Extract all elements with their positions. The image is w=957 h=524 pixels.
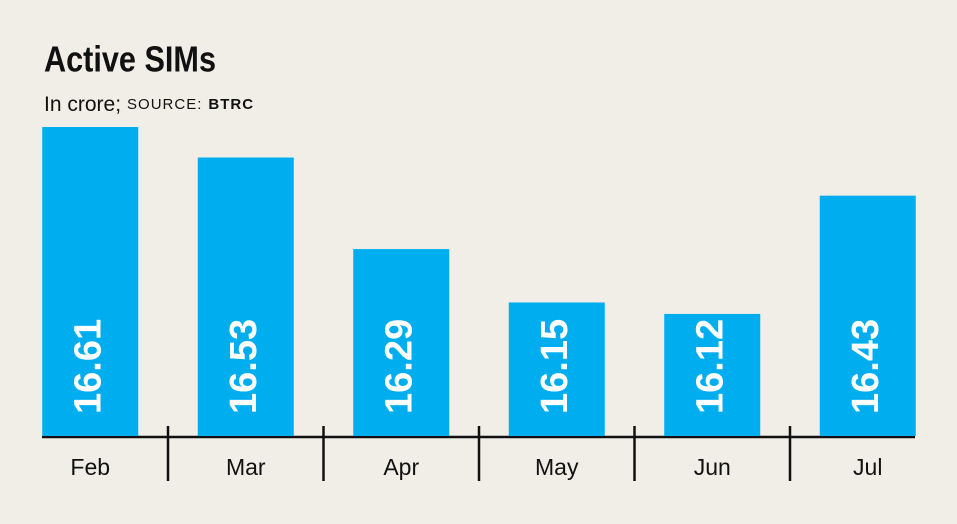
subtitle: In crore;	[44, 93, 121, 116]
subtitle-line: In crore; SOURCE: BTRC	[44, 93, 254, 116]
x-tick-label: May	[535, 454, 579, 480]
bar	[664, 313, 761, 436]
value-label: 16.43	[845, 319, 887, 414]
x-tick-label: Jul	[853, 454, 882, 480]
value-label: 16.12	[689, 319, 731, 414]
source-label: SOURCE:	[127, 96, 202, 113]
value-label: 16.53	[223, 319, 265, 414]
x-tick-label: Mar	[226, 454, 266, 480]
source: BTRC	[208, 96, 254, 113]
bar	[353, 249, 450, 436]
bar	[42, 127, 139, 436]
bar	[197, 157, 294, 436]
value-label: 16.29	[378, 319, 420, 414]
x-tick-label: Apr	[383, 454, 419, 480]
bar	[508, 302, 605, 436]
value-label: 16.15	[534, 319, 576, 414]
value-label: 16.61	[67, 319, 109, 414]
bar	[819, 195, 916, 436]
x-tick-label: Jun	[694, 454, 731, 480]
x-tick-label: Feb	[70, 454, 110, 480]
chart-title: Active SIMs	[44, 39, 216, 80]
